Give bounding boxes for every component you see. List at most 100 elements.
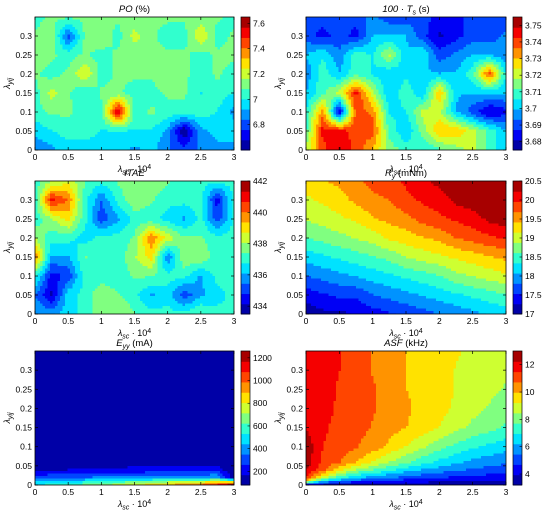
colorbar-band bbox=[241, 201, 250, 213]
colorbar-band bbox=[513, 454, 522, 465]
colorbar-band bbox=[241, 454, 250, 465]
x-axis-label: λsc · 104 bbox=[117, 164, 151, 177]
x-tick-label: 3 bbox=[504, 316, 509, 326]
title-unit: (s) bbox=[416, 4, 430, 15]
y-tick-label: 0.05 bbox=[286, 461, 303, 471]
y-tick-label: 0.2 bbox=[291, 403, 303, 413]
colorbar-tick-label: 19.5 bbox=[525, 214, 542, 224]
colorbar-band bbox=[513, 201, 522, 213]
y-tick-label: 0.3 bbox=[291, 365, 303, 375]
panel-title: PO (%) bbox=[119, 4, 150, 15]
x-tick-label: 2.5 bbox=[195, 487, 207, 497]
colorbar-band bbox=[241, 57, 250, 69]
x-tick-label: 0.5 bbox=[62, 152, 74, 162]
x-tick-label: 2.5 bbox=[467, 316, 479, 326]
colorbar-band bbox=[513, 252, 522, 264]
x-tick-label: 0.5 bbox=[333, 316, 345, 326]
colorbar-tick-label: 3.68 bbox=[525, 137, 542, 147]
colorbar-band bbox=[513, 283, 522, 295]
y-tick-label: 0.25 bbox=[15, 384, 32, 394]
contour-panel-6: 0 0.5 1 1.5 2 2.5 3 0 0.05 0.1 0.15 0.2 0.25 0.3 ASF (… bbox=[273, 338, 535, 510]
colorbar-band bbox=[241, 47, 250, 59]
colorbar-box bbox=[240, 350, 251, 486]
colorbar-band bbox=[241, 129, 250, 141]
y-axis-label: λyij bbox=[2, 78, 15, 90]
colorbar-band bbox=[241, 262, 250, 274]
colorbar-band bbox=[513, 211, 522, 223]
colorbar-tick-label: 7.6 bbox=[253, 18, 265, 28]
x-tick-label: 2.5 bbox=[467, 487, 479, 497]
colorbar-band bbox=[241, 181, 250, 192]
contour-panel-3: 0 0.5 1 1.5 2 2.5 3 0 0.05 0.1 0.15 0.2 0.25 0.3 ITAE λ… bbox=[2, 168, 267, 341]
colorbar-band bbox=[513, 371, 522, 383]
colorbar-band bbox=[513, 361, 522, 373]
y-tick-label: 0.15 bbox=[15, 423, 32, 433]
colorbar-tick-label: 17.5 bbox=[525, 290, 542, 300]
colorbar-band bbox=[513, 37, 522, 49]
contour-panel-4: 0 0.5 1 1.5 2 2.5 3 0 0.05 0.1 0.15 0.2 0.25 0.3 Ry (m… bbox=[273, 168, 542, 341]
colorbar-tick-label: 1000 bbox=[253, 376, 272, 386]
colorbar-tick-label: 18.5 bbox=[525, 252, 542, 262]
colorbar-band bbox=[513, 303, 522, 315]
y-tick-label: 0.15 bbox=[15, 252, 32, 262]
x-tick-label: 0 bbox=[33, 487, 38, 497]
y-axis-label: λyij bbox=[2, 412, 15, 424]
x-axis-label: λsc · 104 bbox=[388, 499, 422, 510]
colorbar-band bbox=[513, 381, 522, 393]
colorbar-band bbox=[513, 351, 522, 362]
panel-title: ITAE bbox=[124, 168, 145, 179]
colorbar-band bbox=[513, 109, 522, 120]
x-tick-label: 1 bbox=[99, 316, 104, 326]
y-tick-label: 0.25 bbox=[15, 50, 32, 60]
colorbar-band bbox=[241, 381, 250, 393]
colorbar-tick-label: 19 bbox=[525, 233, 535, 243]
colorbar-band bbox=[241, 371, 250, 383]
y-tick-label: 0.2 bbox=[20, 69, 32, 79]
colorbar-tick-label: 800 bbox=[253, 398, 267, 408]
colorbar-tick-label: 20 bbox=[525, 195, 535, 205]
colorbar-tick-label: 20.5 bbox=[525, 176, 542, 186]
y-tick-label: 0.15 bbox=[15, 88, 32, 98]
colorbar-tick-label: 3.71 bbox=[525, 87, 542, 97]
y-tick-label: 0.2 bbox=[20, 233, 32, 243]
colorbar-band bbox=[513, 17, 522, 28]
contour-fill bbox=[35, 17, 234, 150]
colorbar-tick-label: 200 bbox=[253, 466, 267, 476]
colorbar-band bbox=[513, 474, 522, 486]
colorbar-band bbox=[513, 68, 522, 79]
y-tick-label: 0.2 bbox=[291, 233, 303, 243]
x-tick-label: 2.5 bbox=[195, 152, 207, 162]
y-tick-label: 0.25 bbox=[286, 50, 303, 60]
x-tick-label: 0 bbox=[304, 487, 309, 497]
colorbar-band bbox=[513, 443, 522, 455]
x-tick-label: 2 bbox=[165, 487, 170, 497]
y-tick-label: 0.2 bbox=[20, 403, 32, 413]
x-tick-label: 1 bbox=[370, 152, 375, 162]
colorbar-tick-label: 3.75 bbox=[525, 20, 542, 30]
y-tick-label: 0.1 bbox=[291, 271, 303, 281]
colorbar-band bbox=[241, 433, 250, 445]
colorbar-band bbox=[241, 27, 250, 38]
colorbar-tick-label: 434 bbox=[253, 301, 267, 311]
colorbar-band bbox=[241, 242, 250, 254]
y-tick-label: 0.05 bbox=[286, 290, 303, 300]
x-tick-label: 3 bbox=[232, 152, 237, 162]
y-axis-label: λyij bbox=[273, 78, 286, 90]
colorbar-band bbox=[241, 412, 250, 424]
contour-panel-1: 0 0.5 1 1.5 2 2.5 3 0 0.05 0.1 0.15 0.2 0.25 0.3 PO (%… bbox=[2, 4, 265, 177]
title-subscript: y bbox=[391, 174, 396, 181]
colorbar-band bbox=[241, 423, 250, 434]
x-axis-label: λsc · 104 bbox=[388, 328, 422, 341]
x-tick-label: 0.5 bbox=[333, 487, 345, 497]
x-tick-label: 0 bbox=[33, 152, 38, 162]
x-tick-label: 0.5 bbox=[62, 316, 74, 326]
x-tick-label: 0 bbox=[33, 316, 38, 326]
y-tick-label: 0.1 bbox=[20, 442, 32, 452]
colorbar-band bbox=[241, 221, 250, 233]
colorbar-band bbox=[241, 78, 250, 90]
colorbar-band bbox=[513, 433, 522, 445]
x-tick-label: 2 bbox=[437, 152, 442, 162]
colorbar-band bbox=[513, 57, 522, 69]
title-main: R bbox=[385, 168, 392, 179]
